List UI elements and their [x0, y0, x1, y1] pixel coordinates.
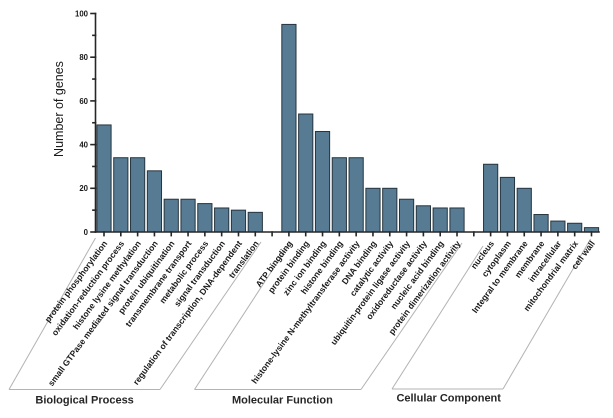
svg-text:100: 100 [75, 9, 89, 18]
svg-text:40: 40 [79, 141, 88, 150]
svg-text:60: 60 [79, 97, 88, 106]
svg-text:Molecular Function: Molecular Function [232, 395, 333, 407]
svg-text:Cellular Component: Cellular Component [396, 393, 501, 405]
svg-text:80: 80 [79, 53, 88, 62]
svg-text:Number of genes: Number of genes [52, 61, 66, 157]
svg-text:0: 0 [84, 228, 89, 237]
svg-text:20: 20 [79, 184, 88, 193]
svg-text:Biological Process: Biological Process [35, 395, 133, 407]
